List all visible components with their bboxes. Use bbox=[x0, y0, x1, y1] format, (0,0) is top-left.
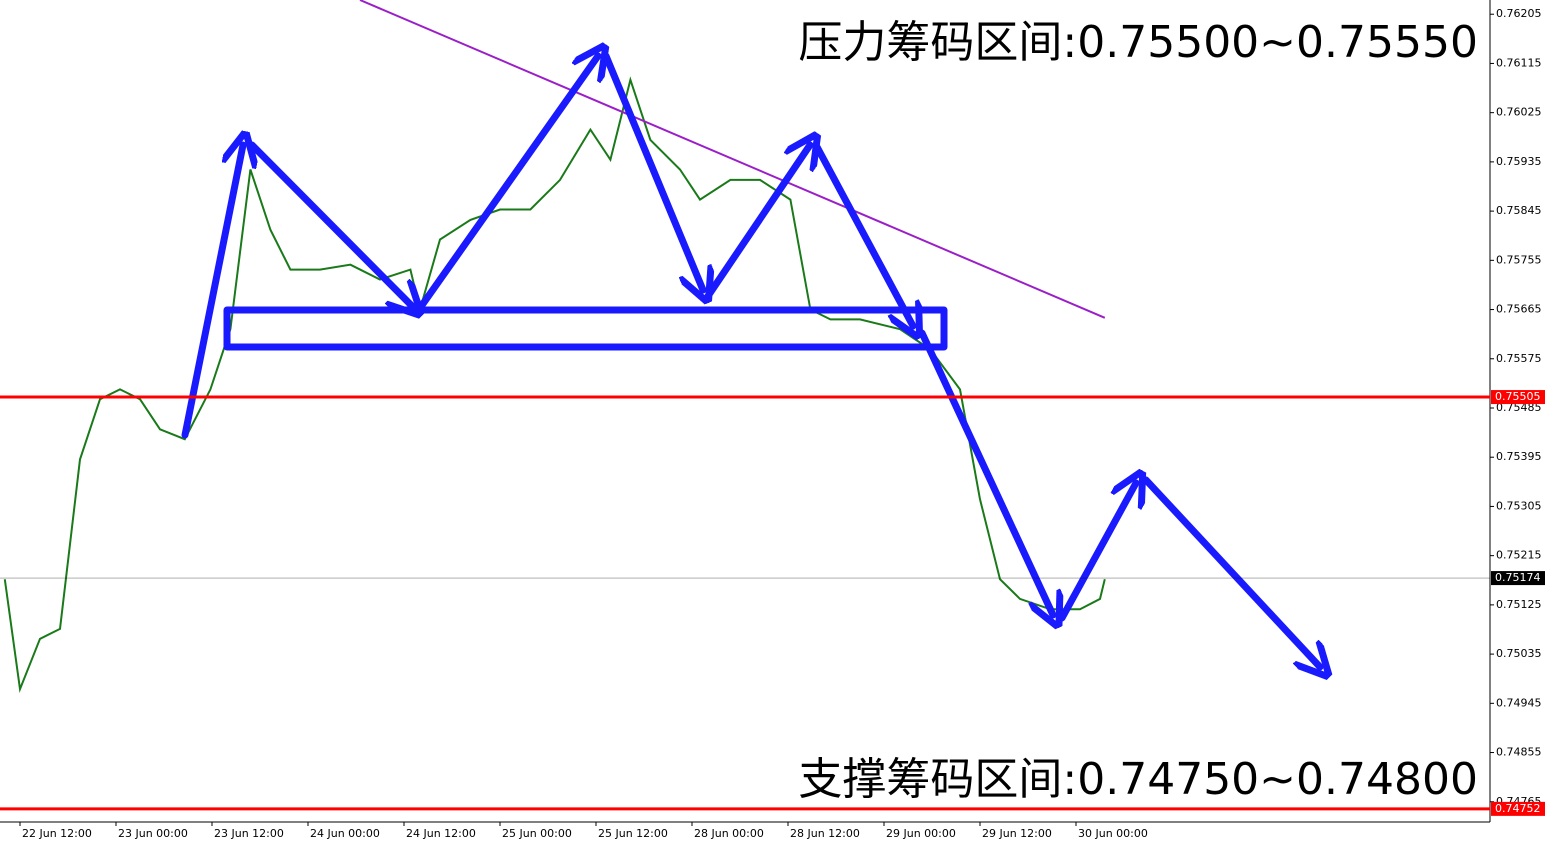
price-label: 0.75505 bbox=[1495, 390, 1541, 403]
price-label-bg bbox=[1491, 801, 1545, 816]
annotation: 压力筹码区间:0.75500~0.75550 bbox=[798, 17, 1478, 68]
x-tick-label: 23 Jun 12:00 bbox=[214, 827, 284, 840]
price-label-bg bbox=[1491, 390, 1545, 405]
annotation: 支撑筹码区间:0.74750~0.74800 bbox=[798, 754, 1478, 805]
arrow bbox=[416, 56, 598, 312]
y-tick-label: 0.76025 bbox=[1496, 106, 1542, 119]
zone-box bbox=[223, 306, 948, 351]
x-tick-label: 25 Jun 00:00 bbox=[502, 827, 572, 840]
x-tick-label: 23 Jun 00:00 bbox=[118, 827, 188, 840]
arrow bbox=[918, 329, 1053, 615]
x-tick-label: 29 Jun 00:00 bbox=[886, 827, 956, 840]
y-tick-label: 0.75035 bbox=[1496, 647, 1542, 660]
arrow bbox=[181, 145, 243, 439]
x-tick-label: 25 Jun 12:00 bbox=[598, 827, 668, 840]
series-line bbox=[359, 0, 1106, 319]
x-tick-label: 28 Jun 00:00 bbox=[694, 827, 764, 840]
arrow bbox=[1058, 483, 1136, 622]
y-tick-label: 0.75575 bbox=[1496, 352, 1542, 365]
y-tick-label: 0.75125 bbox=[1496, 598, 1542, 611]
y-tick-label: 0.75845 bbox=[1496, 204, 1542, 217]
series-line bbox=[3, 76, 1106, 693]
arrow bbox=[248, 141, 412, 306]
x-tick-label: 29 Jun 12:00 bbox=[982, 827, 1052, 840]
y-tick-label: 0.75215 bbox=[1496, 549, 1542, 562]
plot-area bbox=[3, 0, 1106, 693]
arrow bbox=[812, 141, 913, 326]
y-tick-label: 0.75935 bbox=[1496, 155, 1542, 168]
y-tick-label: 0.75395 bbox=[1496, 450, 1542, 463]
drawings bbox=[181, 52, 1320, 667]
y-tick-label: 0.76115 bbox=[1496, 56, 1542, 69]
x-tick-label: 22 Jun 12:00 bbox=[22, 827, 92, 840]
price-label: 0.74752 bbox=[1495, 802, 1541, 815]
arrow bbox=[704, 145, 810, 300]
arrow bbox=[602, 52, 703, 290]
y-tick-label: 0.74855 bbox=[1496, 746, 1542, 759]
y-tick-label: 0.75665 bbox=[1496, 303, 1542, 316]
arrow bbox=[1142, 476, 1320, 667]
price-label-bg bbox=[1491, 571, 1545, 586]
y-tick-label: 0.76205 bbox=[1496, 7, 1542, 20]
y-tick-label: 0.75755 bbox=[1496, 253, 1542, 266]
x-tick-label: 24 Jun 12:00 bbox=[406, 827, 476, 840]
x-tick-label: 24 Jun 00:00 bbox=[310, 827, 380, 840]
price-label: 0.75174 bbox=[1495, 571, 1541, 584]
x-tick-label: 28 Jun 12:00 bbox=[790, 827, 860, 840]
y-tick-label: 0.74945 bbox=[1496, 696, 1542, 709]
y-tick-label: 0.75485 bbox=[1496, 401, 1542, 414]
y-tick-label: 0.75305 bbox=[1496, 499, 1542, 512]
x-tick-label: 30 Jun 00:00 bbox=[1078, 827, 1148, 840]
